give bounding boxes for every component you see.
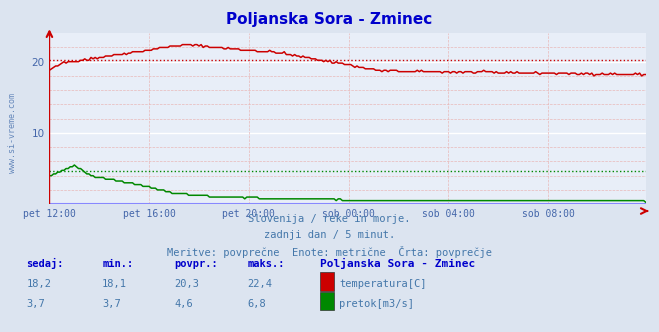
Text: 3,7: 3,7 — [26, 299, 45, 309]
Text: pretok[m3/s]: pretok[m3/s] — [339, 299, 415, 309]
Text: 18,1: 18,1 — [102, 279, 127, 289]
Text: Poljanska Sora - Zminec: Poljanska Sora - Zminec — [320, 258, 475, 269]
Text: maks.:: maks.: — [247, 259, 285, 269]
Text: 6,8: 6,8 — [247, 299, 266, 309]
Text: povpr.:: povpr.: — [175, 259, 218, 269]
Text: www.si-vreme.com: www.si-vreme.com — [8, 93, 17, 173]
Text: 3,7: 3,7 — [102, 299, 121, 309]
Text: 4,6: 4,6 — [175, 299, 193, 309]
Text: Slovenija / reke in morje.: Slovenija / reke in morje. — [248, 214, 411, 224]
Text: sedaj:: sedaj: — [26, 258, 64, 269]
Text: zadnji dan / 5 minut.: zadnji dan / 5 minut. — [264, 230, 395, 240]
Text: 20,3: 20,3 — [175, 279, 200, 289]
Text: temperatura[C]: temperatura[C] — [339, 279, 427, 289]
Text: Meritve: povprečne  Enote: metrične  Črta: povprečje: Meritve: povprečne Enote: metrične Črta:… — [167, 246, 492, 258]
Text: 18,2: 18,2 — [26, 279, 51, 289]
Text: min.:: min.: — [102, 259, 133, 269]
Text: Poljanska Sora - Zminec: Poljanska Sora - Zminec — [227, 12, 432, 27]
Text: 22,4: 22,4 — [247, 279, 272, 289]
